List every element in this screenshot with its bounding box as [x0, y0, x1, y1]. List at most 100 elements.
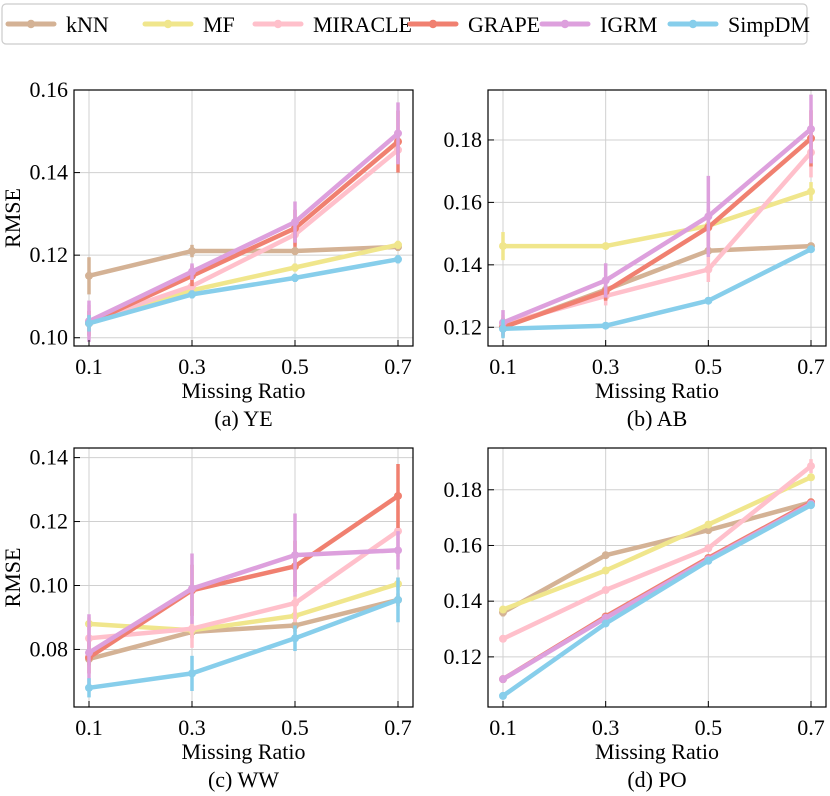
series-miracle [85, 135, 402, 338]
data-point [291, 634, 299, 643]
data-point [394, 491, 402, 500]
panel-0: 0.1 0.3 0.5 0.7 0.10 0.12 0.14 0.16 Missing Rati… [0, 77, 414, 431]
legend-marker-simpdm [688, 19, 698, 29]
y-tick-label: 0.10 [30, 325, 69, 350]
data-point [85, 319, 93, 328]
series-line [500, 246, 814, 332]
series-line [86, 548, 401, 655]
x-tick-label: 0.5 [281, 715, 309, 740]
legend-marker-mf [163, 19, 173, 29]
series-line [500, 126, 814, 325]
series-miracle [499, 459, 815, 643]
series-simpdm [85, 255, 402, 332]
x-tick-label: 0.7 [797, 354, 825, 379]
data-point [601, 619, 610, 628]
series-line [86, 581, 401, 633]
data-point [601, 242, 610, 251]
y-tick-label: 0.10 [30, 572, 69, 597]
series-line [86, 257, 401, 326]
legend: kNN MF MIRACLE GRAPE IGRM SimpDM [1, 3, 810, 45]
series-line [500, 500, 814, 615]
legend-label-grape: GRAPE [468, 12, 540, 37]
y-tick-label: 0.12 [444, 644, 483, 669]
data-point [704, 296, 713, 305]
series-line [500, 463, 814, 642]
plot-frame [73, 447, 414, 708]
data-point [291, 263, 299, 272]
legend-marker-miracle [273, 19, 283, 29]
x-tick-label: 0.3 [592, 354, 620, 379]
data-point [188, 584, 196, 593]
legend-item-miracle: MIRACLE [252, 12, 412, 37]
data-point [85, 683, 93, 692]
data-point [601, 566, 610, 575]
data-point [291, 551, 299, 560]
data-point [291, 273, 299, 282]
data-point [394, 240, 402, 249]
data-point [807, 187, 815, 196]
data-point [188, 247, 196, 256]
legend-label-knn: kNN [66, 12, 109, 37]
legend-item-mf: MF [142, 12, 235, 37]
x-tick-label: 0.7 [797, 715, 825, 740]
legend-item-simpdm: SimpDM [667, 12, 810, 37]
x-tick-label: 0.1 [489, 354, 517, 379]
data-point [499, 324, 507, 333]
panel-2: 0.1 0.3 0.5 0.7 0.08 0.10 0.12 0.14 Missing Rati… [0, 445, 414, 792]
y-tick-label: 0.16 [444, 189, 483, 214]
data-point [188, 624, 196, 633]
panel-3: 0.1 0.3 0.5 0.7 0.12 0.14 0.16 0.18 Missing Rati… [444, 447, 827, 792]
data-point [704, 520, 713, 529]
series-simpdm [499, 501, 815, 700]
y-tick-label: 0.14 [30, 160, 69, 185]
data-point [807, 462, 815, 471]
data-point [291, 218, 299, 227]
legend-label-simpdm: SimpDM [728, 12, 810, 37]
y-axis-label: RMSE [0, 188, 25, 248]
legend-item-grape: GRAPE [407, 12, 540, 37]
series-line [86, 493, 401, 660]
data-point [188, 290, 196, 299]
series-line [500, 189, 814, 249]
data-point [704, 556, 713, 565]
y-tick-label: 0.08 [30, 636, 69, 661]
legend-label-miracle: MIRACLE [313, 12, 412, 37]
data-point [807, 473, 815, 482]
panels: 0.1 0.3 0.5 0.7 0.10 0.12 0.14 0.16 Missing Rati… [0, 77, 827, 792]
x-axis-label: Missing Ratio [595, 739, 719, 764]
series-line [86, 597, 401, 691]
series-line [86, 597, 401, 662]
x-axis-label: Missing Ratio [595, 378, 719, 403]
x-tick-label: 0.3 [178, 354, 206, 379]
data-point [499, 691, 507, 700]
x-tick-label: 0.5 [695, 715, 723, 740]
legend-item-knn: kNN [5, 12, 109, 37]
series-simpdm [85, 577, 402, 698]
series-knn [499, 242, 815, 334]
y-tick-label: 0.14 [30, 445, 69, 470]
series-simpdm [499, 245, 815, 339]
data-point [601, 276, 610, 285]
plot-frame [73, 89, 414, 347]
x-tick-label: 0.5 [281, 354, 309, 379]
y-tick-label: 0.12 [444, 314, 483, 339]
data-point [499, 634, 507, 643]
data-point [601, 586, 610, 595]
legend-marker-knn [26, 19, 36, 29]
series-line [500, 136, 814, 330]
x-tick-label: 0.3 [592, 715, 620, 740]
data-point [394, 595, 402, 604]
data-point [499, 242, 507, 251]
panel-1: 0.1 0.3 0.5 0.7 0.12 0.14 0.16 0.18 Missing Rati… [444, 89, 827, 431]
y-tick-label: 0.18 [444, 477, 483, 502]
data-point [601, 551, 610, 560]
y-tick-label: 0.12 [30, 509, 69, 534]
panel-title: (a) YE [214, 406, 272, 431]
x-tick-label: 0.3 [178, 715, 206, 740]
series-igrm [499, 94, 815, 336]
panel-title: (d) PO [627, 767, 686, 792]
data-point [807, 501, 815, 510]
series-line [86, 131, 401, 324]
y-axis-label: RMSE [0, 548, 25, 608]
